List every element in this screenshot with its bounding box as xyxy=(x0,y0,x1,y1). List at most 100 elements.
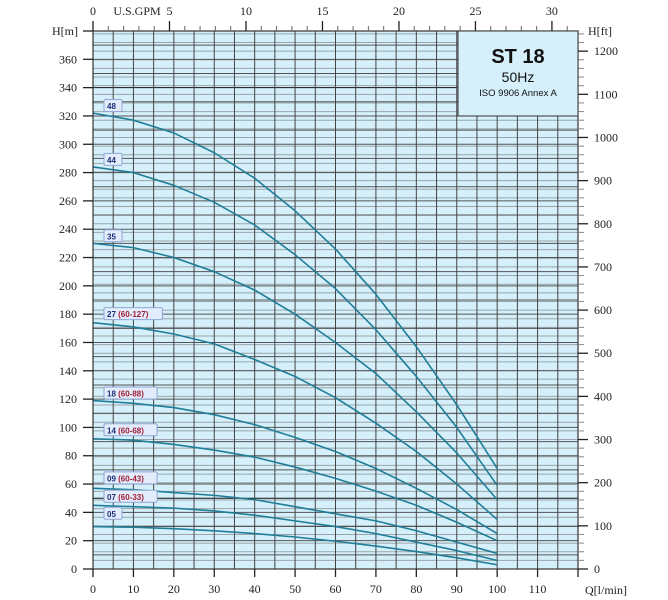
curve-label-box xyxy=(103,229,123,243)
curve-range: (60-127) xyxy=(116,310,149,319)
curve-07 xyxy=(92,504,498,562)
y-tick-label: 40 xyxy=(65,505,77,519)
x-tick-label: 20 xyxy=(168,582,180,596)
curve-label-text: 18 (60-88) xyxy=(107,389,144,398)
y-tick-label: 240 xyxy=(59,222,77,236)
y-tick-label: 300 xyxy=(59,137,77,151)
x2-tick-label: 10 xyxy=(240,4,252,18)
y2-tick-label: 300 xyxy=(594,433,612,447)
x-tick-label: 0 xyxy=(90,582,96,596)
curve-label-box xyxy=(103,489,158,503)
x-tick-label: 30 xyxy=(208,582,220,596)
y2-tick-label: 100 xyxy=(594,519,612,533)
curve-35 xyxy=(92,242,498,501)
y-tick-label: 100 xyxy=(59,420,77,434)
curve-stages: 18 xyxy=(107,389,116,398)
y-tick-label: 360 xyxy=(59,52,77,66)
y-tick-label: 320 xyxy=(59,109,77,123)
curve-labels: 48 44 35 27 (60-127) 18 (60-88) 14 (60-68) 09 … xyxy=(103,99,163,520)
x2-tick-label: 30 xyxy=(546,4,558,18)
y-tick-label: 220 xyxy=(59,251,77,265)
curve-18 xyxy=(92,399,498,535)
curve-label-text: 27 (60-127) xyxy=(107,310,149,319)
curve-range: (60-33) xyxy=(116,493,144,502)
curve-stages: 14 xyxy=(107,426,116,435)
curve-stages: 09 xyxy=(107,474,116,483)
y2-axis-label: H[ft] xyxy=(588,24,612,38)
y2-tick-label: 1000 xyxy=(594,130,618,144)
y-tick-label: 200 xyxy=(59,279,77,293)
y-tick-label: 140 xyxy=(59,364,77,378)
curve-stages: 07 xyxy=(107,493,116,502)
title-box: ST 18 50Hz ISO 9906 Annex A xyxy=(457,30,579,117)
chart-title: ST 18 xyxy=(491,46,544,68)
curve-range: (60-43) xyxy=(116,474,144,483)
x-tick-label: 10 xyxy=(127,582,139,596)
y2-tick-label: 900 xyxy=(594,174,612,188)
x-axis-label: Q[l/min] xyxy=(585,583,627,597)
y2-tick-label: 0 xyxy=(594,562,600,576)
curve-label-text: 09 (60-43) xyxy=(107,474,144,483)
y2-tick-label: 200 xyxy=(594,476,612,490)
curves xyxy=(92,112,498,566)
curve-label-text: 05 xyxy=(107,510,116,519)
curve-label-text: 44 xyxy=(107,156,116,165)
curve-48 xyxy=(92,112,498,469)
y2-tick-label: 500 xyxy=(594,346,612,360)
curve-label-box xyxy=(103,99,123,113)
curve-label-box xyxy=(103,386,158,400)
y-tick-label: 280 xyxy=(59,166,77,180)
y2-tick-label: 600 xyxy=(594,303,612,317)
y-axis-label: H[m] xyxy=(52,24,78,38)
curve-stages: 05 xyxy=(107,510,116,519)
x2-tick-label: 5 xyxy=(166,4,172,18)
curve-label-box xyxy=(103,152,123,166)
curve-stages: 48 xyxy=(107,102,116,111)
y2-tick-label: 700 xyxy=(594,260,612,274)
curve-label-14: 14 (60-68) xyxy=(103,423,158,437)
curve-label-05: 05 xyxy=(103,506,123,520)
curve-label-text: 07 (60-33) xyxy=(107,493,144,502)
x-tick-label: 110 xyxy=(529,582,547,596)
x-tick-label: 50 xyxy=(289,582,301,596)
y2-tick-label: 1100 xyxy=(594,87,618,101)
x-tick-label: 90 xyxy=(451,582,463,596)
curve-label-18: 18 (60-88) xyxy=(103,386,158,400)
y2-tick-label: 800 xyxy=(594,217,612,231)
curve-stages: 27 xyxy=(107,310,116,319)
curve-44 xyxy=(92,166,498,486)
curve-label-box xyxy=(103,307,163,321)
curve-label-07: 07 (60-33) xyxy=(103,489,158,503)
x-tick-label: 80 xyxy=(410,582,422,596)
y2-tick-label: 400 xyxy=(594,389,612,403)
curve-label-text: 14 (60-68) xyxy=(107,426,144,435)
y-tick-label: 120 xyxy=(59,392,77,406)
curve-label-35: 35 xyxy=(103,229,123,243)
curve-label-box xyxy=(103,471,158,485)
x2-axis-label: U.S.GPM xyxy=(113,4,161,18)
curve-label-text: 48 xyxy=(107,102,116,111)
x-tick-label: 40 xyxy=(249,582,261,596)
y-tick-label: 340 xyxy=(59,81,77,95)
y2-tick-label: 1200 xyxy=(594,44,618,58)
curve-27 xyxy=(92,321,498,521)
chart-subtitle: 50Hz xyxy=(502,69,535,85)
y-tick-label: 160 xyxy=(59,335,77,349)
curve-label-text: 35 xyxy=(107,232,116,241)
curve-label-box xyxy=(103,423,158,437)
curve-range: (60-88) xyxy=(116,389,144,398)
y-tick-label: 60 xyxy=(65,477,77,491)
curve-label-09: 09 (60-43) xyxy=(103,471,158,485)
axes: 0204060801001201401601802002202402602803… xyxy=(59,4,618,596)
curve-14 xyxy=(92,437,498,542)
curve-05 xyxy=(92,525,498,566)
curve-label-27: 27 (60-127) xyxy=(103,307,163,321)
x2-tick-label: 15 xyxy=(316,4,328,18)
curve-stages: 35 xyxy=(107,232,116,241)
y-tick-label: 180 xyxy=(59,307,77,321)
curve-09 xyxy=(92,487,498,555)
curve-label-48: 48 xyxy=(103,99,123,113)
chart-note: ISO 9906 Annex A xyxy=(479,88,557,99)
y-tick-label: 80 xyxy=(65,449,77,463)
